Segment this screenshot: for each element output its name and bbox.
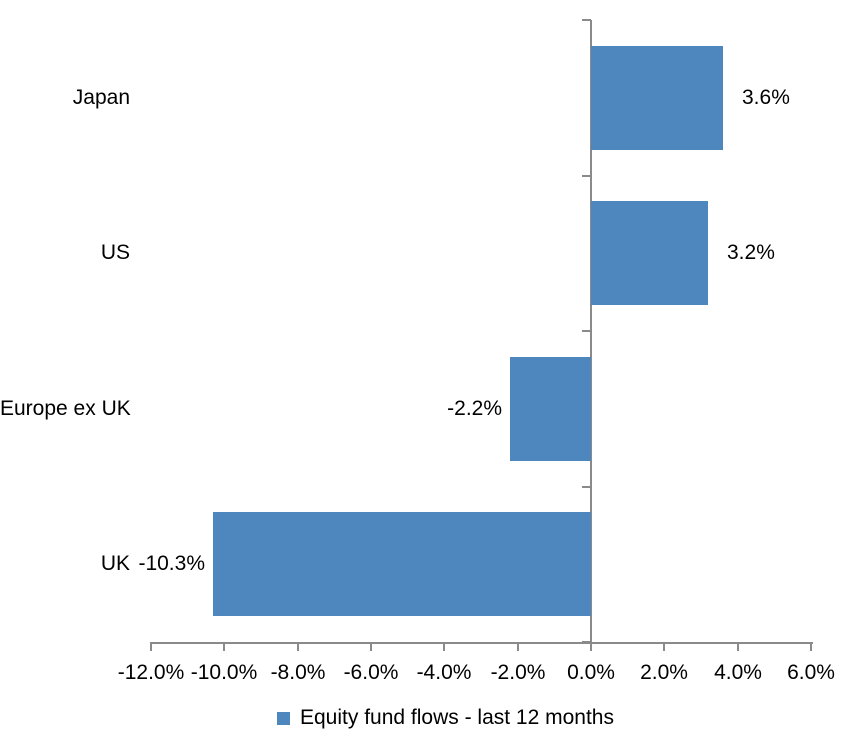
legend-label: Equity fund flows - last 12 months <box>300 706 614 729</box>
bar-uk <box>213 512 591 616</box>
x-axis-tick-label: -4.0% <box>416 661 472 684</box>
x-axis-tick-label: 0.0% <box>567 661 615 684</box>
y-axis-tick <box>582 175 591 177</box>
x-axis-tick <box>297 642 299 651</box>
category-label-uk: UK <box>100 552 130 575</box>
category-label-japan: Japan <box>72 86 130 109</box>
x-axis-line <box>150 642 813 644</box>
y-axis-tick <box>582 641 591 643</box>
x-axis-tick <box>737 642 739 651</box>
x-axis-tick-label: 2.0% <box>640 661 688 684</box>
x-axis-tick-label: -2.0% <box>490 661 546 684</box>
bar-europe-ex-uk <box>510 357 591 461</box>
bar-us <box>591 201 708 305</box>
x-axis-tick <box>517 642 519 651</box>
x-axis-tick-label: -6.0% <box>343 661 399 684</box>
x-axis-tick-label: -12.0% <box>117 661 185 684</box>
x-axis-tick <box>663 642 665 651</box>
y-axis-tick <box>582 486 591 488</box>
category-label-europe-ex-uk: Europe ex UK <box>0 397 131 420</box>
category-label-us: US <box>100 241 130 264</box>
x-axis-tick <box>223 642 225 651</box>
x-axis-tick <box>150 642 152 651</box>
data-label-us: 3.2% <box>727 241 775 264</box>
bar-japan <box>591 46 723 150</box>
x-axis-tick-label: -8.0% <box>270 661 326 684</box>
data-label-europe-ex-uk: -2.2% <box>447 397 502 420</box>
x-axis-tick-label: 4.0% <box>714 661 762 684</box>
x-axis-tick <box>443 642 445 651</box>
x-axis-tick-label: -10.0% <box>190 661 258 684</box>
y-axis-tick <box>582 19 591 21</box>
x-axis-tick <box>590 642 592 651</box>
data-label-uk: -10.3% <box>138 552 205 575</box>
legend: Equity fund flows - last 12 months <box>277 704 614 732</box>
legend-marker-square-icon <box>277 711 290 725</box>
x-axis-tick-label: 6.0% <box>787 661 835 684</box>
data-label-japan: 3.6% <box>742 86 790 109</box>
y-axis-line <box>590 20 592 644</box>
x-axis-tick <box>370 642 372 651</box>
x-axis-tick <box>810 642 812 651</box>
y-axis-tick <box>582 330 591 332</box>
